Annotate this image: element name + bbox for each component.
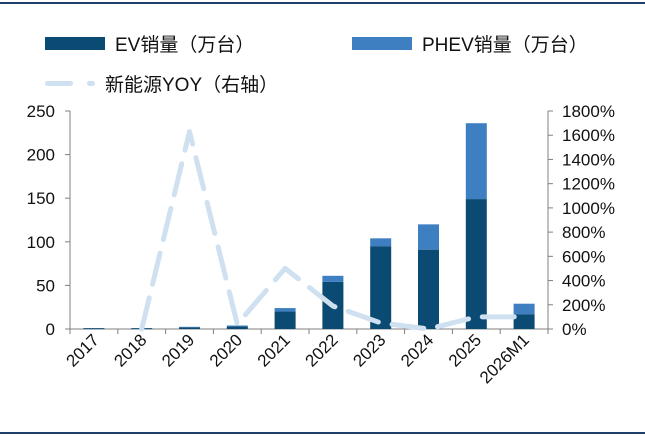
legend-item-yoy: 新能源YOY（右轴） xyxy=(45,70,278,97)
legend-label-yoy: 新能源YOY（右轴） xyxy=(105,75,279,96)
bar-phev xyxy=(418,224,439,250)
bar-phev xyxy=(274,308,296,312)
y-right-tick-label: 400% xyxy=(562,272,605,291)
y-right-tick-label: 200% xyxy=(562,296,605,315)
x-tick-label: 2021 xyxy=(254,330,294,370)
legend-label-ev: EV销量（万台） xyxy=(115,35,255,56)
y-right-tick-label: 1000% xyxy=(562,199,615,218)
y-left-tick-label: 150 xyxy=(27,189,55,208)
y-right-tick-label: 1200% xyxy=(562,175,615,194)
y-right-tick-label: 600% xyxy=(562,247,605,266)
x-tick-label: 2023 xyxy=(349,330,389,370)
y-left-tick-label: 0 xyxy=(46,320,55,339)
bar-phev xyxy=(513,303,535,315)
bar-phev xyxy=(226,325,248,327)
legend-swatch-yoy xyxy=(45,81,95,86)
bar-ev xyxy=(179,327,200,329)
y-right-tick-label: 1400% xyxy=(562,150,615,169)
y-left-tick-label: 50 xyxy=(36,276,55,295)
legend-swatch-phev xyxy=(352,37,412,50)
bar-ev xyxy=(83,328,105,330)
bar-ev xyxy=(465,199,487,329)
legend-item-ev: EV销量（万台） xyxy=(45,30,254,57)
bar-ev xyxy=(274,311,296,329)
bar-ev xyxy=(370,246,392,329)
x-tick-label: 2026M1 xyxy=(476,330,533,387)
legend-swatch-ev xyxy=(45,37,105,50)
x-tick-label: 2019 xyxy=(158,330,198,370)
x-tick-label: 2022 xyxy=(302,330,342,370)
line-yoy xyxy=(139,129,527,332)
x-tick-label: 2025 xyxy=(445,330,485,370)
legend-item-phev: PHEV销量（万台） xyxy=(352,30,588,57)
y-left-tick-label: 100 xyxy=(27,233,55,252)
top-rule xyxy=(0,2,645,4)
y-left-tick-label: 200 xyxy=(27,146,55,165)
x-tick-label: 2017 xyxy=(63,330,103,370)
y-right-tick-label: 1800% xyxy=(562,102,615,121)
y-right-tick-label: 0% xyxy=(562,320,587,339)
x-tick-label: 2020 xyxy=(206,330,246,370)
legend-label-phev: PHEV销量（万台） xyxy=(422,35,588,56)
y-right-tick-label: 1600% xyxy=(562,126,615,145)
y-right-tick-label: 800% xyxy=(562,223,605,242)
x-tick-label: 2018 xyxy=(110,330,150,370)
bottom-rule xyxy=(0,432,645,434)
y-left-tick-label: 250 xyxy=(27,102,55,121)
bar-phev xyxy=(370,238,392,247)
bar-phev xyxy=(465,123,487,200)
bar-ev xyxy=(513,314,535,329)
bar-ev xyxy=(418,249,439,329)
x-tick-label: 2024 xyxy=(397,330,437,370)
bar-phev xyxy=(322,275,344,282)
bar-ev xyxy=(226,326,248,329)
